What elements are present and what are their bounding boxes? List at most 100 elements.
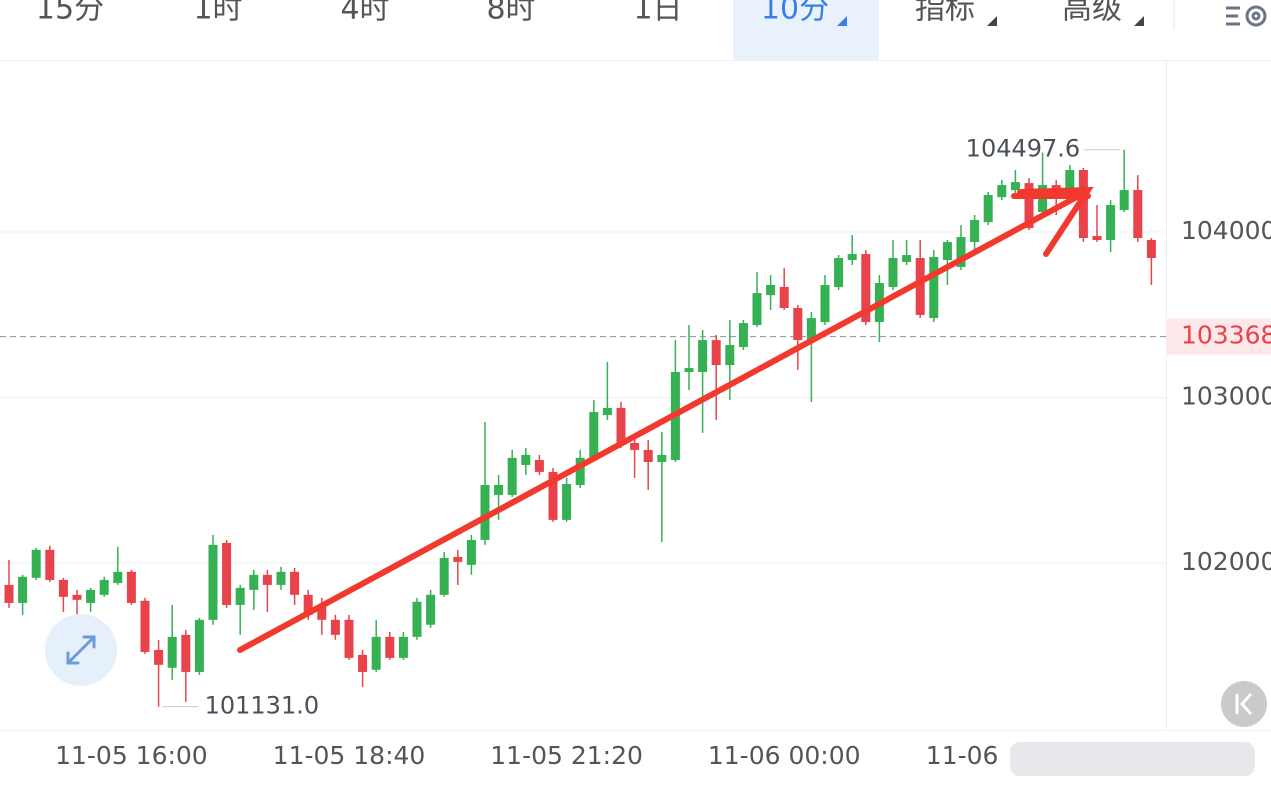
candle-body [303,594,313,615]
y-tick-label: 104000 [1181,216,1271,245]
candle-body [534,460,544,472]
candle-body [113,571,123,583]
candle-body [997,185,1007,198]
candle-body [1133,190,1143,239]
candle-body [494,484,504,495]
candle-body [738,323,748,348]
tab[interactable]: 1时 [193,0,242,27]
candle-body [181,634,191,672]
watermark-blur [1010,742,1255,776]
candle-body [222,542,232,605]
candle-body [466,539,476,565]
candle-body [630,442,640,450]
candle-body [154,649,164,665]
reset-button[interactable] [1221,681,1267,727]
candle-body [86,589,96,603]
dropdown-marker [987,16,997,26]
tab[interactable]: 高级 [1062,0,1122,27]
candle-body [45,549,55,580]
candle-body [1065,170,1075,191]
candle-body [290,571,300,595]
candle-body [1092,236,1102,240]
candle-body [521,454,531,465]
candle-body [453,556,463,562]
candle-body [779,286,789,308]
candle-body [426,594,436,625]
candle-body [1146,239,1156,259]
x-tick-label: 11-05 18:40 [273,741,426,770]
candle-body [1078,170,1088,239]
candle-body [589,412,599,458]
candle-body [208,544,218,620]
candle-body [371,636,381,670]
candle-body [657,454,667,462]
candle-body [317,604,327,620]
candle-body [398,636,408,658]
x-tick-label: 11-06 00:00 [708,741,861,770]
candle-body [385,636,395,658]
candle-body [847,254,857,261]
candle-body [929,257,939,319]
candle-body [167,636,177,668]
trend-arrows [237,186,1094,653]
candle-body [1119,190,1129,211]
dropdown-marker [1134,16,1144,26]
candle-body [58,579,68,597]
x-tick-label: 11-05 21:20 [490,741,643,770]
candle-body [711,340,721,366]
candle-body [684,368,694,373]
current-price-label: 103368 [1181,321,1271,350]
candle-body [902,255,912,262]
candle-body [262,574,272,585]
candle-body [1010,182,1020,191]
settings-icon[interactable] [1226,5,1267,27]
candle-body [942,241,952,261]
candle-body [793,307,803,341]
tab[interactable]: 8时 [486,0,535,27]
candle-body [970,219,980,242]
candle-body [548,471,558,520]
high-label: 104497.6 [966,135,1081,163]
candle-body [956,237,966,267]
current-price-box [1166,318,1271,355]
candle-body [358,654,368,672]
x-tick-label: 11-05 16:00 [55,741,208,770]
candle-body [602,407,612,416]
candle-body [344,619,354,658]
candle-body [72,594,82,600]
candle-body [915,258,925,315]
tab[interactable]: 1日 [633,0,682,27]
candle-body [412,601,422,637]
candle-body [249,574,259,590]
candle-body [140,600,150,652]
tab[interactable]: 4时 [340,0,389,27]
tab[interactable]: 指标 [915,0,975,27]
candle-body [834,258,844,287]
candle-body [507,457,517,495]
candle-body [31,549,41,578]
plot [0,149,1166,707]
candle-body [439,557,449,595]
dropdown-marker [837,16,847,26]
y-tick-label: 102000 [1181,547,1271,576]
y-tick-label: 103000 [1181,381,1271,410]
candle-body [18,576,28,603]
candle-body [806,318,816,341]
x-tick-label: 11-06 [926,741,999,770]
candle-body [235,587,245,605]
candle-body [194,619,204,672]
candle-body [575,457,585,485]
candle-body [766,284,776,296]
expand-button[interactable] [45,614,117,686]
tab[interactable]: 15分 [36,0,104,27]
candle-body [562,484,572,520]
candle-body [616,407,626,445]
candle-body [126,571,136,603]
candle-body [99,579,109,595]
candle-body [480,484,490,540]
candle-body [888,258,898,287]
candle-body [330,619,340,635]
tab[interactable]: 10分 [761,0,829,27]
